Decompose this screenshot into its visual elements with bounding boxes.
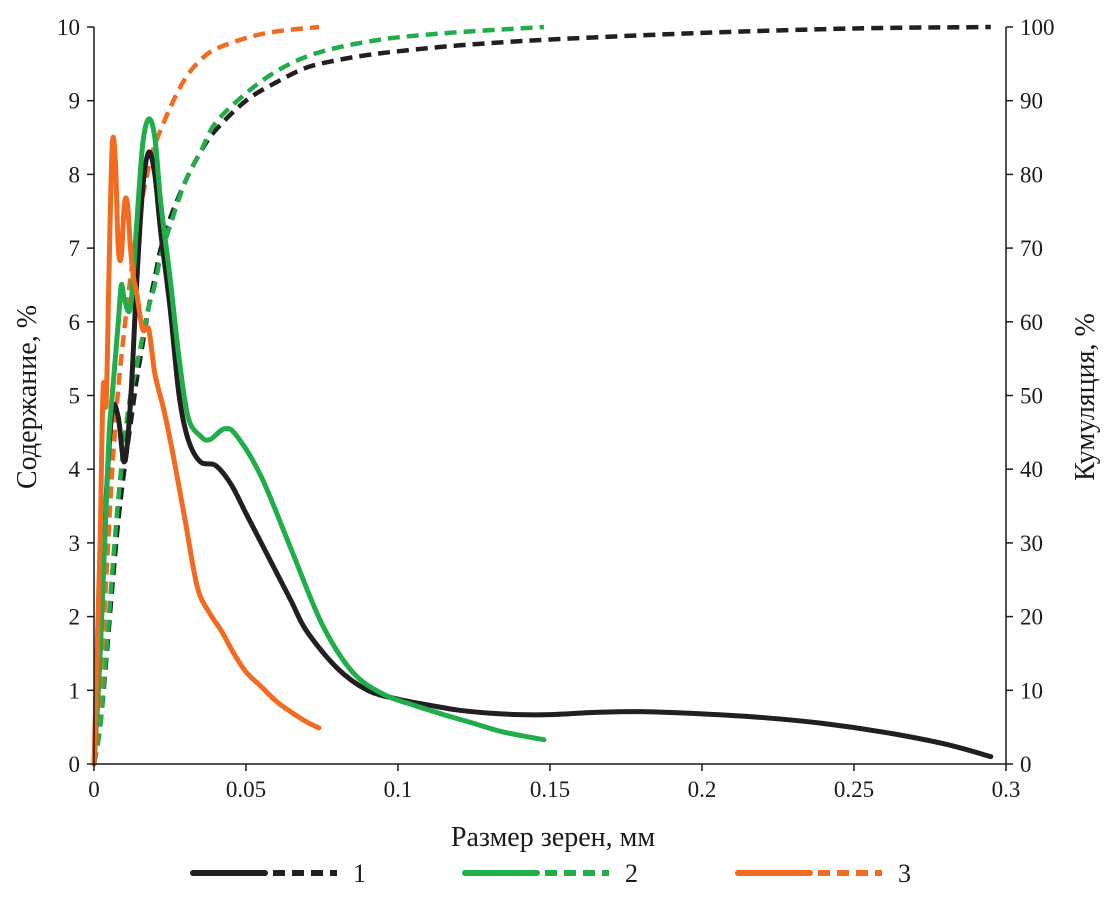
y2-tick-label: 100 — [1020, 15, 1055, 40]
legend-item-1: 1 — [190, 859, 366, 888]
y2-tick-label: 70 — [1020, 236, 1043, 261]
series-2-content-line — [91, 116, 547, 767]
y2-tick-label: 0 — [1020, 752, 1032, 777]
y2-tick-label: 30 — [1020, 531, 1043, 556]
y2-tick-label: 10 — [1020, 678, 1043, 703]
y-tick-label: 0 — [69, 752, 81, 777]
y-tick-label: 2 — [69, 605, 81, 630]
legend-item-3: 3 — [735, 859, 911, 888]
legend-label: 3 — [898, 859, 911, 888]
y2-tick-label: 90 — [1020, 89, 1043, 114]
x-axis-title: Размер зерен, мм — [451, 822, 655, 853]
y-tick-label: 4 — [69, 457, 81, 482]
x-tick-label: 0.3 — [992, 777, 1021, 802]
y2-tick-label: 60 — [1020, 310, 1043, 335]
x-tick-label: 0.1 — [384, 777, 413, 802]
y2-axis-title: Кумуляция, % — [1070, 313, 1101, 481]
y-axis-title: Содержание, % — [12, 305, 43, 489]
y-tick-label: 9 — [69, 89, 81, 114]
y-tick-label: 7 — [69, 236, 81, 261]
legend-label: 2 — [625, 859, 638, 888]
y-tick-label: 3 — [69, 531, 81, 556]
axes — [93, 27, 1007, 765]
y2-tick-label: 40 — [1020, 457, 1043, 482]
y-tick-label: 1 — [69, 678, 81, 703]
y-tick-label: 8 — [69, 162, 81, 187]
series-3-cumulative-line — [91, 24, 320, 765]
series-1-content-line — [91, 149, 994, 767]
x-tick-label: 0.25 — [834, 777, 874, 802]
x-tick-label: 0.2 — [688, 777, 717, 802]
y-tick-label: 5 — [69, 384, 81, 409]
series-3-content-line — [91, 134, 322, 767]
y2-tick-label: 50 — [1020, 384, 1043, 409]
y-tick-label: 10 — [57, 15, 80, 40]
legend: 1 2 3 — [190, 859, 911, 888]
y2-tick-label: 80 — [1020, 162, 1043, 187]
plot-lines — [91, 24, 994, 767]
legend-label: 1 — [353, 859, 366, 888]
x-tick-label: 0 — [88, 777, 100, 802]
y-axis-ticks: 0 1 2 3 4 5 6 7 8 9 10 — [57, 15, 94, 777]
y2-axis-ticks: 0 10 20 30 40 50 60 70 80 90 100 — [1006, 15, 1055, 777]
y-tick-label: 6 — [69, 310, 81, 335]
x-axis-ticks: 0 0.05 0.1 0.15 0.2 0.25 0.3 — [88, 764, 1020, 802]
series-1-cumulative-line — [91, 24, 991, 765]
y2-tick-label: 20 — [1020, 605, 1043, 630]
x-tick-label: 0.15 — [530, 777, 570, 802]
legend-item-2: 2 — [462, 859, 638, 888]
x-tick-label: 0.05 — [226, 777, 266, 802]
